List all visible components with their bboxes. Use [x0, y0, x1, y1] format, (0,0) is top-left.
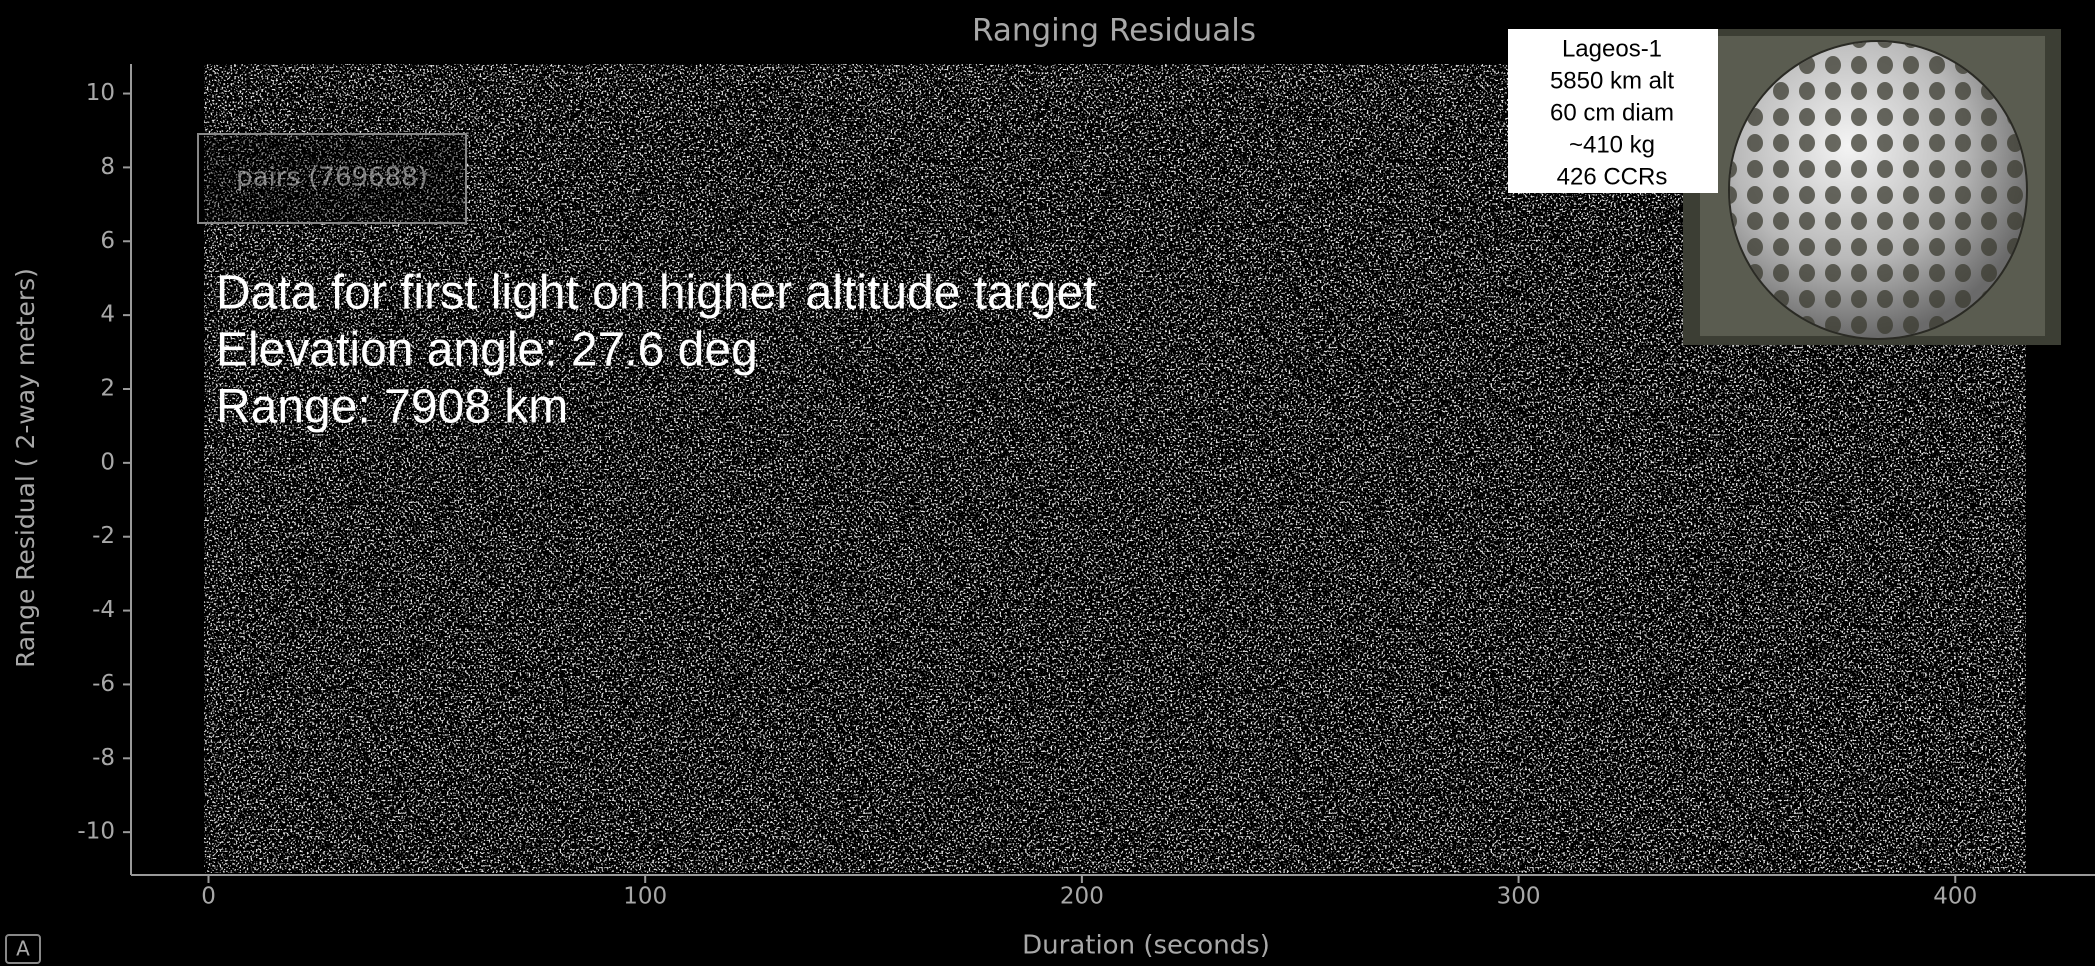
chart-title: Ranging Residuals: [972, 13, 1256, 49]
chart: Ranging Residuals -10-8-6-4-202468100100…: [0, 0, 2095, 966]
toolbar-icon-glyph: A: [16, 937, 30, 961]
legend-entry: pairs (769688): [236, 163, 428, 193]
y-tick-label: -6: [92, 671, 115, 697]
y-tick-label: -10: [77, 819, 115, 845]
y-tick-label: 8: [100, 154, 115, 180]
x-tick-label: 0: [201, 884, 216, 910]
y-tick-label: 4: [100, 302, 115, 328]
y-tick-label: 0: [100, 449, 115, 475]
y-tick-label: -4: [92, 597, 115, 623]
page: {"chart_data": {"type": "scatter", "titl…: [0, 0, 2095, 966]
y-tick-label: -8: [92, 745, 115, 771]
x-axis-label: Duration (seconds): [1022, 931, 1270, 961]
inset-text: Lageos-1: [1562, 35, 1662, 62]
annotation: Data for first light on higher altitude …: [216, 267, 1096, 320]
y-axis-label: Range Residual ( 2-way meters): [11, 268, 40, 668]
x-tick-label: 400: [1933, 884, 1977, 910]
x-tick-label: 200: [1060, 884, 1104, 910]
annotation: Elevation angle: 27.6 deg: [216, 324, 758, 377]
y-tick-label: 2: [100, 375, 115, 401]
x-tick-label: 100: [623, 884, 667, 910]
y-tick-label: -2: [92, 523, 115, 549]
inset-photo: [1683, 29, 2061, 350]
x-tick-label: 300: [1497, 884, 1541, 910]
inset-text: 5850 km alt: [1550, 67, 1674, 94]
inset-text: 60 cm diam: [1550, 99, 1674, 126]
annotation: Range: 7908 km: [216, 381, 568, 434]
inset-text: 426 CCRs: [1557, 163, 1668, 190]
inset-text: ~410 kg: [1569, 131, 1655, 158]
y-tick-label: 10: [86, 80, 115, 106]
y-tick-label: 6: [100, 228, 115, 254]
